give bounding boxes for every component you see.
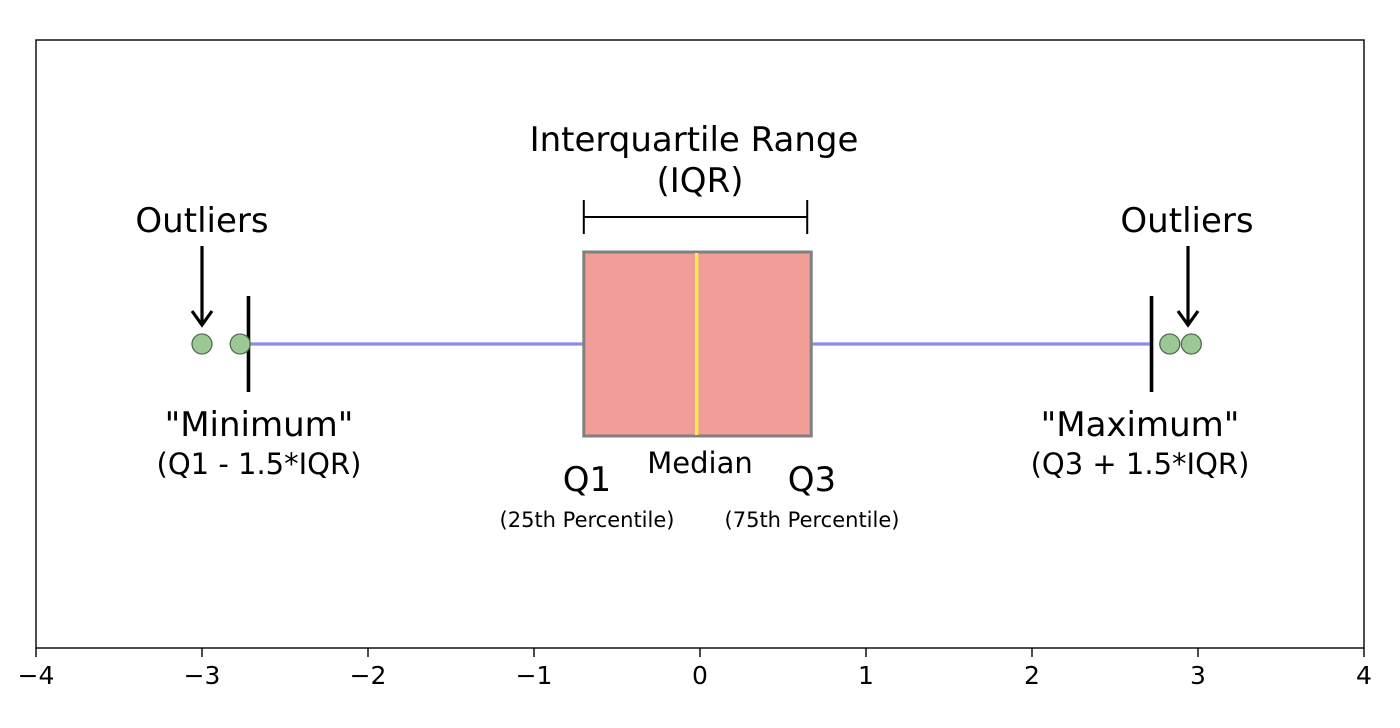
x-tick-label: 1 [858, 661, 874, 690]
plot-area [35, 39, 1365, 649]
arrow-outliers-left [190, 246, 214, 328]
outliers-right-label: Outliers [1120, 201, 1253, 241]
x-tick-label: −4 [18, 661, 55, 690]
x-axis: −4 −3 −2 −1 0 1 2 3 4 [18, 648, 1372, 690]
x-tick-label: 0 [692, 661, 708, 690]
outlier-point [229, 333, 251, 355]
x-tick-label: 3 [1190, 661, 1206, 690]
x-tick-label: 2 [1024, 661, 1040, 690]
arrow-outliers-left-head [190, 310, 214, 328]
outliers-left-label: Outliers [135, 201, 268, 241]
iqr-abbr: (IQR) [657, 161, 744, 201]
outlier-point [1180, 333, 1203, 355]
arrow-outliers-right [1176, 246, 1200, 328]
q3-note: (75th Percentile) [725, 508, 900, 532]
x-tick-label: −3 [184, 661, 221, 690]
iqr-title: Interquartile Range [530, 120, 859, 160]
minimum-label: "Minimum" [165, 405, 354, 445]
arrow-outliers-right-head [1176, 310, 1200, 328]
minimum-formula: (Q1 - 1.5*IQR) [157, 447, 362, 481]
median-label: Median [647, 446, 752, 480]
x-tick-label: −1 [516, 661, 553, 690]
x-tick-label: 4 [1356, 661, 1372, 690]
maximum-label: "Maximum" [1041, 405, 1240, 445]
x-tick-label: −2 [350, 661, 387, 690]
maximum-formula: (Q3 + 1.5*IQR) [1031, 447, 1250, 481]
outlier-point [1159, 333, 1181, 355]
q1-note: (25th Percentile) [500, 508, 675, 532]
q1-label: Q1 [563, 460, 611, 500]
q3-label: Q3 [788, 460, 836, 500]
outlier-point [191, 333, 213, 355]
